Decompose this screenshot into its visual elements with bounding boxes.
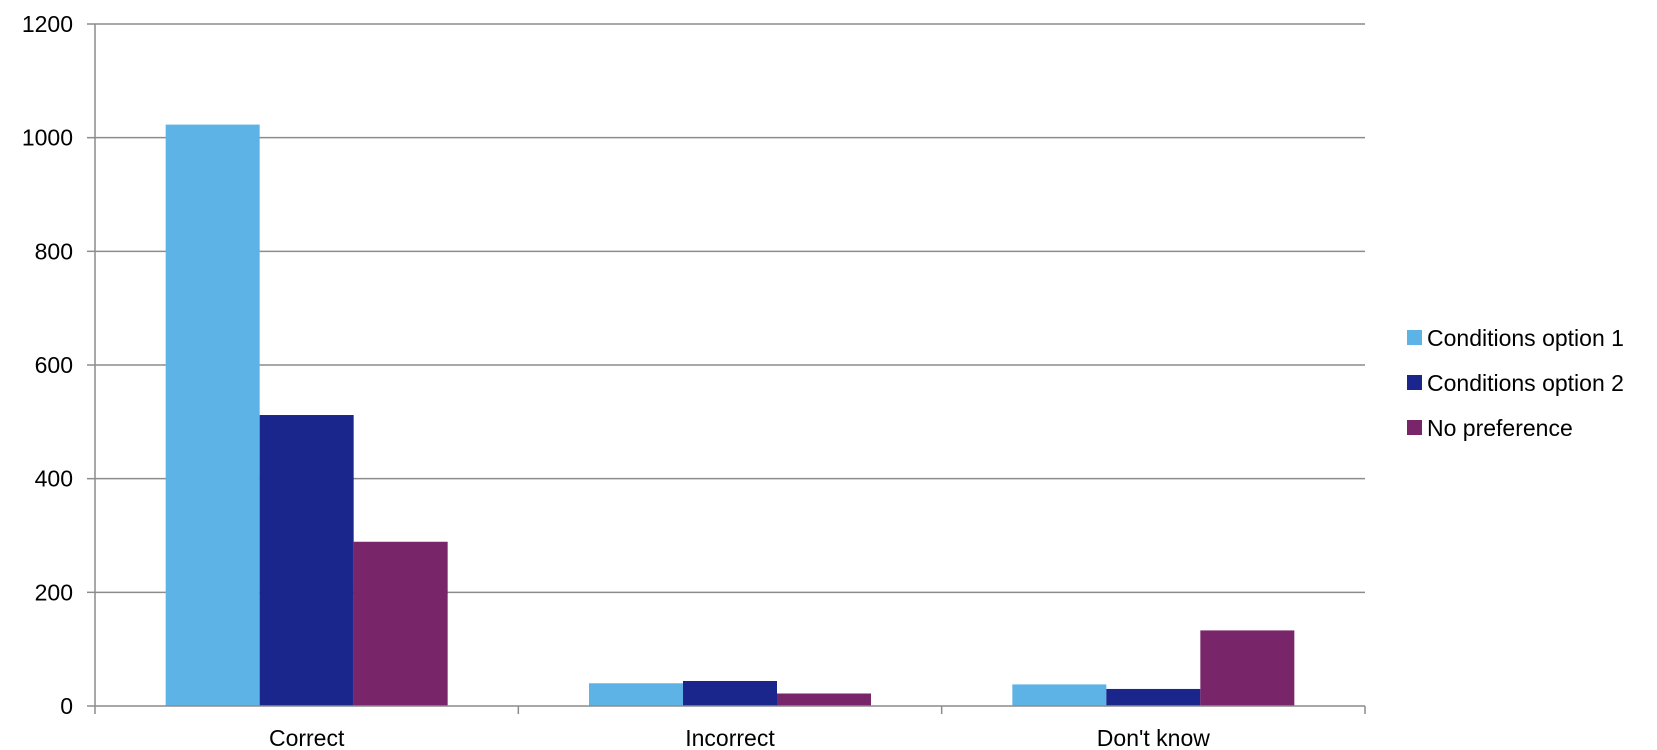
- y-axis-ticks: 0 200 400 600 800 1000 1200: [22, 11, 95, 719]
- legend-label: No preference: [1427, 415, 1573, 441]
- bar: [777, 693, 871, 706]
- x-axis-ticks: Correct Incorrect Don't know: [94, 706, 1366, 750]
- bar: [1106, 688, 1201, 706]
- legend-swatch: [1407, 420, 1422, 435]
- bar: [683, 680, 777, 706]
- x-tick-label: Don't know: [1097, 725, 1210, 750]
- bar: [1012, 684, 1107, 706]
- y-tick-label: 600: [35, 352, 73, 378]
- bar: [353, 541, 448, 706]
- bars: [165, 124, 1295, 707]
- y-tick-label: 1200: [22, 11, 73, 37]
- y-tick-label: 200: [35, 579, 73, 605]
- y-tick-label: 1000: [22, 125, 73, 151]
- bar: [165, 124, 260, 707]
- legend-swatch: [1407, 375, 1422, 390]
- legend-swatch: [1407, 330, 1422, 345]
- bar: [589, 683, 683, 706]
- x-tick-label: Incorrect: [685, 725, 775, 750]
- bar: [1200, 630, 1295, 706]
- legend-label: Conditions option 1: [1427, 325, 1624, 351]
- y-tick-label: 800: [35, 238, 73, 264]
- legend: Conditions option 1 Conditions option 2 No…: [1407, 325, 1624, 441]
- x-tick-label: Correct: [269, 725, 345, 750]
- y-tick-label: 400: [35, 466, 73, 492]
- y-tick-label: 0: [60, 693, 73, 719]
- bar: [259, 415, 354, 706]
- legend-label: Conditions option 2: [1427, 370, 1624, 396]
